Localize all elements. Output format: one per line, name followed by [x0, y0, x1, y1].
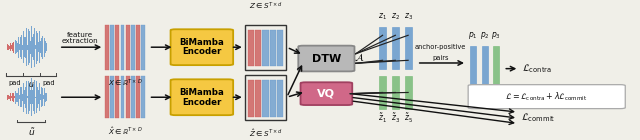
Bar — [115, 76, 119, 118]
Text: $\mathcal{L}_{\mathrm{contra}}$: $\mathcal{L}_{\mathrm{contra}}$ — [522, 62, 552, 75]
Text: Encoder: Encoder — [182, 47, 221, 57]
Text: $\mathcal{L}_{\mathrm{commit}}$: $\mathcal{L}_{\mathrm{commit}}$ — [521, 111, 556, 124]
Bar — [270, 30, 276, 66]
Bar — [404, 27, 412, 69]
Text: pad: pad — [8, 80, 20, 86]
Bar — [270, 80, 276, 116]
Bar — [136, 76, 140, 118]
FancyBboxPatch shape — [301, 82, 352, 105]
FancyBboxPatch shape — [468, 85, 625, 109]
Text: DTW: DTW — [312, 53, 341, 64]
Bar — [141, 76, 145, 118]
Bar — [125, 76, 130, 118]
FancyBboxPatch shape — [298, 46, 355, 71]
Bar — [493, 46, 499, 91]
Bar — [255, 30, 261, 66]
Bar — [248, 30, 254, 66]
Text: anchor-positive: anchor-positive — [415, 44, 467, 50]
Text: feature: feature — [67, 32, 93, 38]
Bar — [141, 24, 145, 70]
Bar — [105, 76, 109, 118]
Bar — [110, 24, 114, 70]
Bar — [379, 27, 386, 69]
Bar — [379, 76, 386, 109]
Text: $X \in \mathbb{R}^{T \times D}$: $X \in \mathbb{R}^{T \times D}$ — [108, 78, 143, 89]
Text: Encoder: Encoder — [182, 98, 221, 107]
Text: $z_2$: $z_2$ — [391, 12, 400, 22]
FancyBboxPatch shape — [171, 79, 233, 115]
Bar — [255, 80, 261, 116]
Text: u: u — [29, 80, 34, 89]
Text: $z_3$: $z_3$ — [404, 12, 413, 22]
Bar — [110, 76, 114, 118]
Bar — [262, 80, 269, 116]
Bar — [392, 27, 399, 69]
Text: $\tilde{z}_1$: $\tilde{z}_1$ — [378, 112, 387, 125]
Text: $Z \in S^{T\times d}$: $Z \in S^{T\times d}$ — [249, 1, 283, 12]
Text: $\tilde{z}_5$: $\tilde{z}_5$ — [404, 112, 413, 125]
Bar — [105, 24, 109, 70]
Text: $\tilde{u}$: $\tilde{u}$ — [28, 126, 35, 138]
Bar — [115, 24, 119, 70]
Bar — [245, 75, 286, 120]
Bar — [248, 80, 254, 116]
Text: VQ: VQ — [317, 89, 335, 99]
Bar — [120, 24, 124, 70]
Bar — [481, 46, 488, 91]
Bar — [392, 76, 399, 109]
Text: $\tilde{z}_3$: $\tilde{z}_3$ — [391, 112, 400, 125]
Text: $p_2$: $p_2$ — [480, 30, 490, 41]
Bar — [136, 24, 140, 70]
Text: pad: pad — [42, 80, 54, 86]
Text: BiMamba: BiMamba — [179, 38, 224, 47]
Text: pairs: pairs — [433, 55, 449, 61]
Bar — [245, 24, 286, 70]
FancyBboxPatch shape — [171, 29, 233, 65]
Bar — [277, 80, 284, 116]
Bar — [120, 76, 124, 118]
Text: $\hat{Z} \in S^{T\times d}$: $\hat{Z} \in S^{T\times d}$ — [249, 128, 283, 139]
Text: $\mathcal{L} = \mathcal{L}_{\mathrm{contra}} + \lambda\mathcal{L}_{\mathrm{commi: $\mathcal{L} = \mathcal{L}_{\mathrm{cont… — [506, 90, 588, 103]
Bar — [470, 46, 476, 91]
Text: $\mathcal{A}$: $\mathcal{A}$ — [355, 52, 365, 63]
Bar — [404, 76, 412, 109]
Bar — [131, 76, 135, 118]
Text: $z_1$: $z_1$ — [378, 12, 387, 22]
Bar — [262, 30, 269, 66]
Text: extraction: extraction — [62, 38, 99, 44]
Bar — [125, 24, 130, 70]
Text: $\hat{X} \in \mathbb{R}^{T \times D}$: $\hat{X} \in \mathbb{R}^{T \times D}$ — [108, 126, 143, 137]
Text: $p_3$: $p_3$ — [492, 30, 501, 41]
Bar — [277, 30, 284, 66]
Text: $p_1$: $p_1$ — [468, 30, 478, 41]
Bar — [131, 24, 135, 70]
Text: BiMamba: BiMamba — [179, 88, 224, 97]
